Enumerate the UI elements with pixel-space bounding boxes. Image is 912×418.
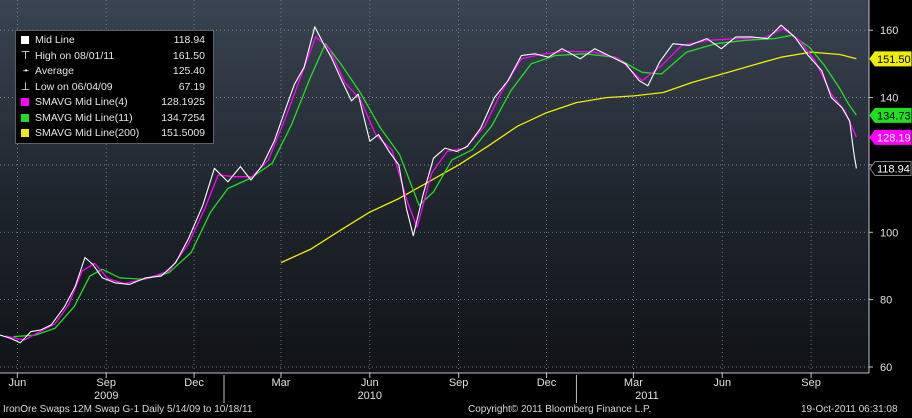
value-tag-label: 118.94 [877, 163, 910, 175]
value-tag-label: 151.50 [877, 54, 911, 66]
legend-swatch [21, 98, 29, 106]
y-tick-label: 140 [880, 93, 898, 105]
value-tag-box [869, 129, 912, 145]
x-tick-label: Mar [272, 377, 291, 389]
axes: 6080100120140160JunSepDecMarJunSepDecMar… [0, 0, 898, 403]
legend-item: ⊤ High on 08/01/11 161.50 [16, 50, 213, 64]
legend-swatch [21, 36, 29, 44]
y-tick-label: 60 [880, 362, 892, 374]
legend-value: 118.94 [173, 34, 205, 46]
x-tick-label: Mar [624, 377, 643, 389]
low-marker-icon: ⊥ [20, 80, 31, 93]
x-tick-label: Dec [184, 377, 204, 389]
y-tick-label: 80 [880, 295, 892, 307]
chart-footer: IronOre Swaps 12M Swap G-1 Daily 5/14/09… [0, 403, 912, 418]
value-tag: 118.94 [869, 160, 912, 176]
legend-label: SMAVG Mid Line(200) [35, 127, 140, 139]
y-tick-label: 100 [880, 227, 898, 239]
series-line-mid-line [0, 24, 857, 344]
value-tags: 151.50 134.73 128.19 118.94 [869, 51, 912, 176]
x-tick-label: Dec [537, 377, 557, 389]
x-tick-label: Jun [361, 377, 379, 389]
legend-value: 67.19 [178, 80, 205, 93]
value-tag: 151.50 [869, 51, 912, 67]
legend-swatch [21, 129, 29, 137]
footer-copyright: Copyright© 2011 Bloomberg Finance L.P. [468, 404, 652, 415]
value-tag-label: 134.73 [877, 110, 911, 122]
footer-timestamp: 19-Oct-2011 06:31:08 [801, 404, 898, 415]
year-label: 2011 [635, 390, 659, 402]
high-marker-icon: ⊤ [20, 49, 31, 62]
legend-label: High on 08/01/11 [35, 49, 115, 62]
value-tag: 128.19 [869, 129, 912, 145]
value-tag: 134.73 [869, 107, 912, 123]
legend: Mid Line 118.94 ⊤ High on 08/01/11 161.50 -•-… [15, 30, 214, 144]
legend-label: Mid Line [35, 34, 75, 46]
y-tick-label: 160 [880, 25, 898, 37]
x-tick-label: Sep [449, 377, 469, 389]
legend-item: ⊥ Low on 06/04/09 67.19 [16, 81, 213, 95]
value-tag-box [869, 160, 912, 176]
x-tick-label: Jun [713, 377, 731, 389]
legend-label: Average [35, 65, 74, 77]
legend-item: -•- Average 125.40 [16, 65, 213, 79]
legend-item: SMAVG Mid Line(4) 128.1925 [16, 96, 213, 110]
legend-label: SMAVG Mid Line(4) [35, 96, 128, 108]
legend-label: Low on 06/04/09 [35, 80, 113, 93]
x-tick-label: Sep [801, 377, 821, 389]
series-line-smavg-mid-line-200 [280, 51, 857, 264]
avg-marker-icon: -•- [22, 66, 29, 75]
x-tick-label: Jun [9, 377, 27, 389]
value-tag-box [869, 107, 912, 123]
x-tick-label: Sep [96, 377, 116, 389]
legend-item: Mid Line 118.94 [16, 34, 213, 48]
value-tag-label: 128.19 [877, 132, 911, 144]
value-tag-box [869, 51, 912, 67]
legend-label: SMAVG Mid Line(11) [35, 111, 133, 124]
series-group [0, 24, 857, 344]
legend-item: SMAVG Mid Line(11) 134.7254 [16, 112, 213, 126]
legend-item: SMAVG Mid Line(200) 151.5009 [16, 127, 213, 141]
legend-value: 128.1925 [161, 96, 205, 108]
legend-value: 125.40 [172, 65, 205, 77]
legend-swatch [21, 113, 29, 122]
year-label: 2009 [94, 390, 118, 402]
legend-value: 161.50 [172, 49, 205, 62]
legend-value: 151.5009 [161, 127, 205, 139]
footer-ticker-info: IronOre Swaps 12M Swap G-1 Daily 5/14/09… [3, 404, 253, 415]
year-label: 2010 [358, 390, 382, 402]
legend-value: 134.7254 [161, 111, 205, 124]
